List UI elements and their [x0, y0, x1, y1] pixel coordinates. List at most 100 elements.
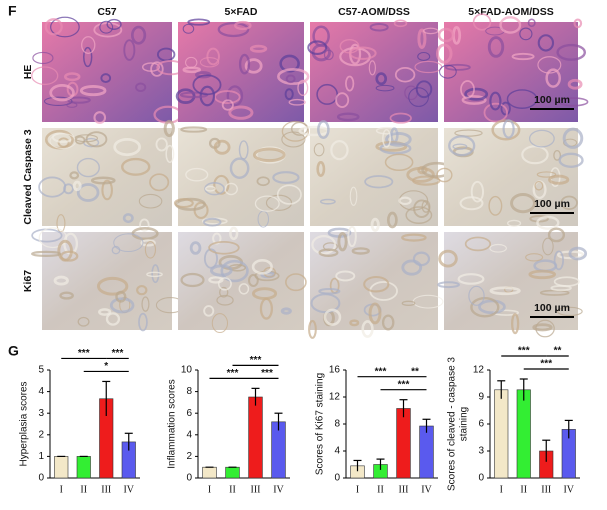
tissue-texture: [244, 58, 263, 74]
tissue-texture: [553, 149, 561, 161]
tissue-texture: [135, 82, 147, 93]
tissue-texture: [556, 43, 587, 61]
tissue-texture: [364, 175, 394, 189]
bar: [54, 456, 69, 479]
significance-label: *: [104, 361, 108, 372]
tissue-texture: [226, 85, 244, 107]
tissue-texture: [573, 18, 583, 29]
tissue-texture: [415, 80, 433, 99]
y-tick-label: 8: [334, 419, 340, 430]
tissue-texture: [56, 214, 66, 233]
y-tick-label: 6: [478, 419, 484, 430]
tissue-texture: [568, 246, 588, 261]
tissue-texture: [542, 237, 554, 256]
tissue-texture: [389, 112, 412, 124]
tissue-texture: [113, 233, 144, 252]
tissue-texture: [468, 285, 485, 306]
tissue-texture: [72, 180, 82, 192]
tissue-texture: [408, 87, 429, 107]
tissue-texture: [165, 144, 175, 164]
x-tick-label: II: [520, 484, 527, 495]
tissue-texture: [464, 87, 489, 101]
y-tick-label: 12: [473, 365, 485, 376]
tissue-texture: [553, 276, 580, 287]
micrograph: [437, 227, 588, 338]
error-bar: [422, 418, 431, 433]
y-tick-label: 1: [38, 451, 44, 462]
micrograph: [175, 18, 310, 122]
tissue-texture: [105, 312, 121, 326]
tissue-texture: [318, 248, 339, 257]
tissue-texture: [472, 13, 492, 31]
tissue-texture: [284, 88, 294, 101]
tissue-texture: [527, 18, 536, 28]
tissue-texture: [336, 112, 360, 122]
tissue-texture: [285, 273, 307, 292]
tissue-texture: [547, 227, 566, 243]
tissue-texture: [238, 53, 251, 75]
tissue-texture: [122, 213, 134, 224]
tissue-texture: [81, 36, 96, 54]
y-tick-label: 2: [186, 451, 192, 462]
row-label: Ki67: [22, 270, 34, 292]
tissue-texture: [558, 152, 584, 168]
y-tick-label: 3: [478, 446, 484, 457]
y-axis-title: Scores of Ki67 staining: [315, 373, 326, 475]
tissue-texture: [384, 153, 414, 172]
tissue-texture: [185, 56, 198, 69]
tissue-texture: [438, 249, 458, 268]
tissue-texture: [307, 40, 328, 55]
tissue-texture: [136, 284, 148, 296]
column-header: 5×FAD: [225, 6, 258, 18]
tissue-texture: [349, 319, 360, 327]
tissue-texture: [276, 184, 302, 205]
tissue-texture: [470, 296, 500, 318]
tissue-texture: [401, 300, 416, 307]
tissue-texture: [528, 269, 557, 280]
x-tick-label: II: [229, 484, 236, 495]
tissue-texture: [398, 196, 412, 206]
bar: [248, 396, 263, 479]
tissue-texture: [502, 119, 515, 139]
tissue-texture: [401, 233, 427, 242]
tissue-texture: [317, 120, 330, 139]
x-tick-label: III: [101, 484, 111, 495]
bar: [516, 389, 531, 479]
tissue-texture: [558, 97, 589, 107]
error-bar: [399, 399, 408, 418]
tissue-texture: [204, 185, 216, 192]
tissue-texture: [272, 171, 300, 184]
tissue-texture: [435, 43, 453, 64]
tissue-texture: [43, 96, 73, 106]
tissue-texture: [330, 139, 349, 161]
tissue-texture: [217, 277, 232, 291]
tissue-texture: [381, 314, 395, 331]
tissue-texture: [203, 305, 215, 317]
micrograph: [173, 120, 310, 228]
tissue-texture: [199, 57, 220, 68]
tissue-texture: [151, 264, 160, 284]
tissue-texture: [448, 135, 476, 157]
tissue-texture: [115, 290, 127, 303]
tissue-texture: [150, 61, 164, 77]
tissue-texture: [85, 131, 108, 148]
tissue-texture: [101, 179, 113, 201]
tissue-texture: [238, 140, 249, 160]
tissue-texture: [519, 27, 533, 41]
tissue-texture: [224, 182, 238, 196]
y-tick-label: 0: [38, 473, 44, 484]
tissue-texture: [254, 195, 280, 212]
tissue-texture: [534, 180, 544, 191]
micrograph: [435, 13, 589, 123]
tissue-texture: [478, 299, 506, 315]
tissue-texture: [98, 308, 112, 316]
tissue-texture: [500, 101, 511, 116]
tissue-texture: [351, 247, 370, 255]
tissue-texture: [31, 250, 62, 257]
bar: [76, 456, 91, 479]
tissue-texture: [529, 214, 549, 223]
tissue-texture: [208, 276, 224, 284]
tissue-texture: [90, 176, 116, 185]
micrograph: [308, 225, 444, 339]
